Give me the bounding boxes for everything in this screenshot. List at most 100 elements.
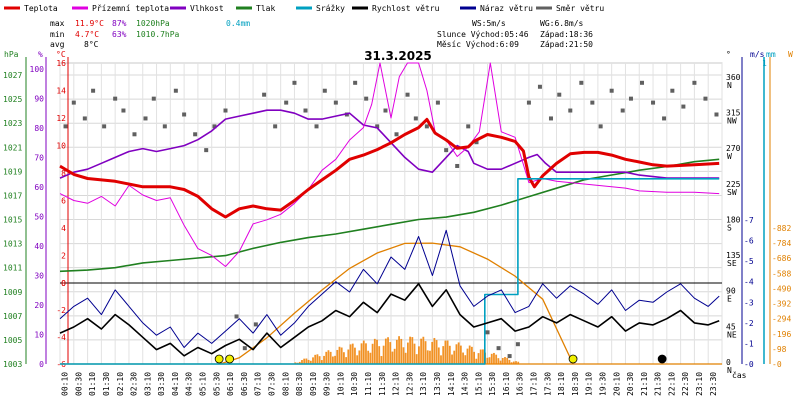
solar-tick: -392	[772, 300, 791, 309]
hum-tick: 0	[39, 360, 44, 369]
dir-point	[253, 322, 258, 327]
temp-tick: 4	[61, 224, 66, 233]
solar-bar	[323, 355, 325, 364]
x-tick-label: 01:30	[102, 372, 111, 396]
dir-tick-label: NW	[727, 116, 737, 125]
stats-max-label: max	[50, 19, 65, 28]
rain-line	[60, 178, 720, 365]
solar-bar	[497, 358, 500, 364]
solar-bar	[347, 349, 350, 364]
solar-bar	[446, 340, 449, 364]
solar-bar	[488, 357, 491, 364]
dir-point	[590, 100, 595, 105]
x-tick-label: 18:10	[557, 372, 566, 396]
x-tick-label: 03:10	[143, 372, 152, 396]
press-tick: 1025	[3, 95, 22, 104]
solar-tick: -0	[772, 360, 782, 369]
dir-point	[692, 80, 697, 85]
solar-bar	[433, 337, 436, 364]
solar-bar	[343, 352, 345, 364]
x-tick-label: 09:10	[309, 372, 318, 396]
solar-bar	[499, 360, 502, 364]
sunset-marker	[568, 354, 578, 364]
hum-tick: 20	[34, 301, 44, 310]
dir-point	[537, 84, 542, 89]
dir-point	[466, 124, 471, 129]
x-tick-label: 17:10	[530, 372, 539, 396]
dir-point	[204, 148, 209, 153]
temp-tick: 12	[56, 114, 66, 123]
dir-tick: 90	[726, 287, 736, 296]
solar-bar	[477, 353, 480, 364]
wind-tick: -5	[744, 257, 754, 266]
temp-line	[59, 117, 720, 219]
dir-point	[364, 96, 369, 101]
info-sun: Slunce Východ:05:46	[437, 30, 529, 39]
solar-bar	[358, 350, 361, 364]
dir-point	[405, 92, 410, 97]
info-block: WS:5m/s WG:6.8m/s Slunce Východ:05:46 Zá…	[437, 19, 593, 49]
plot-area	[59, 62, 722, 365]
dir-point	[435, 100, 440, 105]
solar-bar	[351, 343, 354, 364]
solar-bar	[294, 362, 297, 364]
solar-bar	[462, 352, 464, 364]
pressure-line	[59, 158, 720, 273]
x-tick-label: 04:30	[185, 372, 194, 396]
info-ws: WS:5m/s	[472, 19, 506, 28]
solar-bar	[486, 357, 489, 364]
dir-point	[394, 132, 399, 137]
solar-bar	[356, 355, 359, 364]
solar-bar	[325, 351, 328, 364]
temp-tick: 16	[56, 59, 66, 68]
dir-point	[557, 92, 562, 97]
hum-tick: 100	[30, 65, 45, 74]
wind-tick: -3	[744, 298, 754, 307]
dir-point	[322, 88, 327, 93]
solar-bar	[301, 360, 303, 364]
legend-label: Srážky	[316, 4, 345, 13]
solar-bar	[387, 337, 389, 364]
dir-point	[548, 116, 553, 121]
solar-bar	[459, 345, 462, 364]
solar-tick: -588	[772, 269, 791, 278]
dir-point	[485, 330, 490, 335]
wind-tick: -7	[744, 216, 754, 225]
hum-tick: 30	[34, 271, 44, 280]
press-tick: 1013	[3, 240, 22, 249]
solar-bar	[371, 343, 374, 364]
x-tick-label: 01:10	[88, 372, 97, 396]
dir-tick: 225	[726, 180, 741, 189]
legend-label: Přízemní teplota	[92, 4, 169, 13]
solar-bar	[406, 342, 409, 364]
gust-line	[59, 229, 720, 348]
stats-avg-temp: 8°C	[84, 40, 99, 49]
solar-bar	[411, 337, 414, 364]
dir-tick-label: NE	[727, 330, 737, 339]
solar-bar	[420, 338, 423, 364]
dir-point	[262, 92, 267, 97]
x-tick-label: 21:10	[640, 372, 649, 396]
dir-point	[662, 116, 667, 121]
solar-tick: -784	[772, 239, 791, 248]
stats-max-press: 1020hPa	[136, 19, 170, 28]
x-tick-label: 16:30	[516, 372, 525, 396]
solar-bar	[448, 345, 451, 364]
stats-avg-label: avg	[50, 40, 65, 49]
x-tick-label: 22:30	[681, 372, 690, 396]
dir-tick: 0	[726, 358, 731, 367]
unit-time: čas	[732, 370, 747, 380]
legend-label: Teplota	[24, 4, 58, 13]
dir-point	[333, 100, 338, 105]
dir-tick: 360	[726, 73, 741, 82]
info-wg: WG:6.8m/s	[540, 19, 584, 28]
solar-bar	[470, 346, 473, 364]
solar-bar	[431, 341, 434, 364]
x-tick-label: 00:30	[74, 372, 83, 396]
press-tick: 1019	[3, 167, 22, 176]
solar-tick: -98	[772, 345, 787, 354]
temp-tick: 2	[61, 252, 66, 261]
moonset-marker	[657, 354, 667, 364]
x-tick-label: 02:10	[116, 372, 125, 396]
dir-point	[424, 124, 429, 129]
